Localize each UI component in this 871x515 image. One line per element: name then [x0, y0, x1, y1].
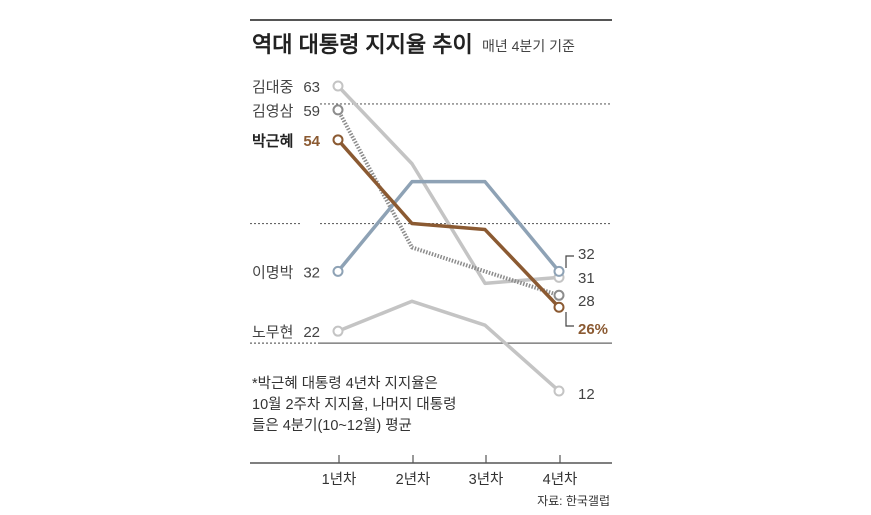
series-end-value: 31	[578, 270, 595, 287]
series-line-4	[337, 299, 561, 393]
data-point	[332, 265, 344, 277]
data-point	[332, 104, 344, 116]
source-label: 자료: 한국갤럽	[537, 494, 610, 508]
data-point	[553, 385, 565, 397]
gridlines	[250, 103, 612, 344]
series-end-value: 32	[578, 246, 595, 263]
data-point	[553, 301, 565, 313]
footnote: *박근혜 대통령 4년차 지지율은 10월 2주차 지지율, 나머지 대통령들은 …	[252, 375, 456, 434]
x-tick-label: 1년차	[322, 471, 357, 488]
series-start-value: 32	[303, 264, 320, 281]
series-start-value: 59	[303, 103, 320, 120]
series-end-value: 12	[578, 386, 595, 403]
series-start-value: 22	[303, 324, 320, 341]
series-name-label: 김영삼	[252, 103, 294, 120]
chart-title: 역대 대통령 지지율 추이	[252, 32, 473, 57]
series-line-1	[336, 108, 560, 298]
x-tick-label: 3년차	[469, 471, 504, 488]
series-name-label: 박근혜	[252, 133, 293, 150]
series-name-label: 이명박	[252, 264, 294, 281]
data-point	[553, 289, 565, 301]
x-tick-label: 2년차	[396, 471, 431, 488]
data-point	[332, 134, 344, 146]
data-point	[332, 80, 344, 92]
series-end-value: 28	[578, 293, 595, 310]
chart-subtitle: 매년 4분기 기준	[482, 38, 575, 54]
label-bracket	[565, 255, 574, 268]
series-lines	[332, 80, 565, 397]
series-line-3	[336, 179, 561, 273]
series-name-label: 노무현	[252, 324, 293, 341]
series-start-value: 63	[303, 79, 320, 96]
series-start-value: 54	[303, 133, 320, 150]
footnote-line: 10월 2주차 지지율, 나머지 대통령	[252, 396, 456, 413]
footnote-line: 들은 4분기(10~12월) 평균	[252, 417, 412, 434]
x-axis: 1년차 2년차 3년차 4년차	[322, 455, 578, 488]
footnote-line: *박근혜 대통령 4년차 지지율은	[252, 375, 438, 392]
label-bracket	[565, 312, 574, 327]
series-name-label: 김대중	[252, 79, 293, 96]
series-line-2	[336, 138, 561, 309]
x-tick-label: 4년차	[543, 471, 578, 488]
series-end-value: 26%	[578, 321, 608, 338]
value-labels: 김대중 63 김영삼 59 박근혜 54 이명박 32 노무현 22 31 28 26% 32 12	[252, 79, 608, 403]
series-line-0	[336, 84, 560, 286]
data-point	[553, 265, 565, 277]
data-point	[332, 325, 344, 337]
